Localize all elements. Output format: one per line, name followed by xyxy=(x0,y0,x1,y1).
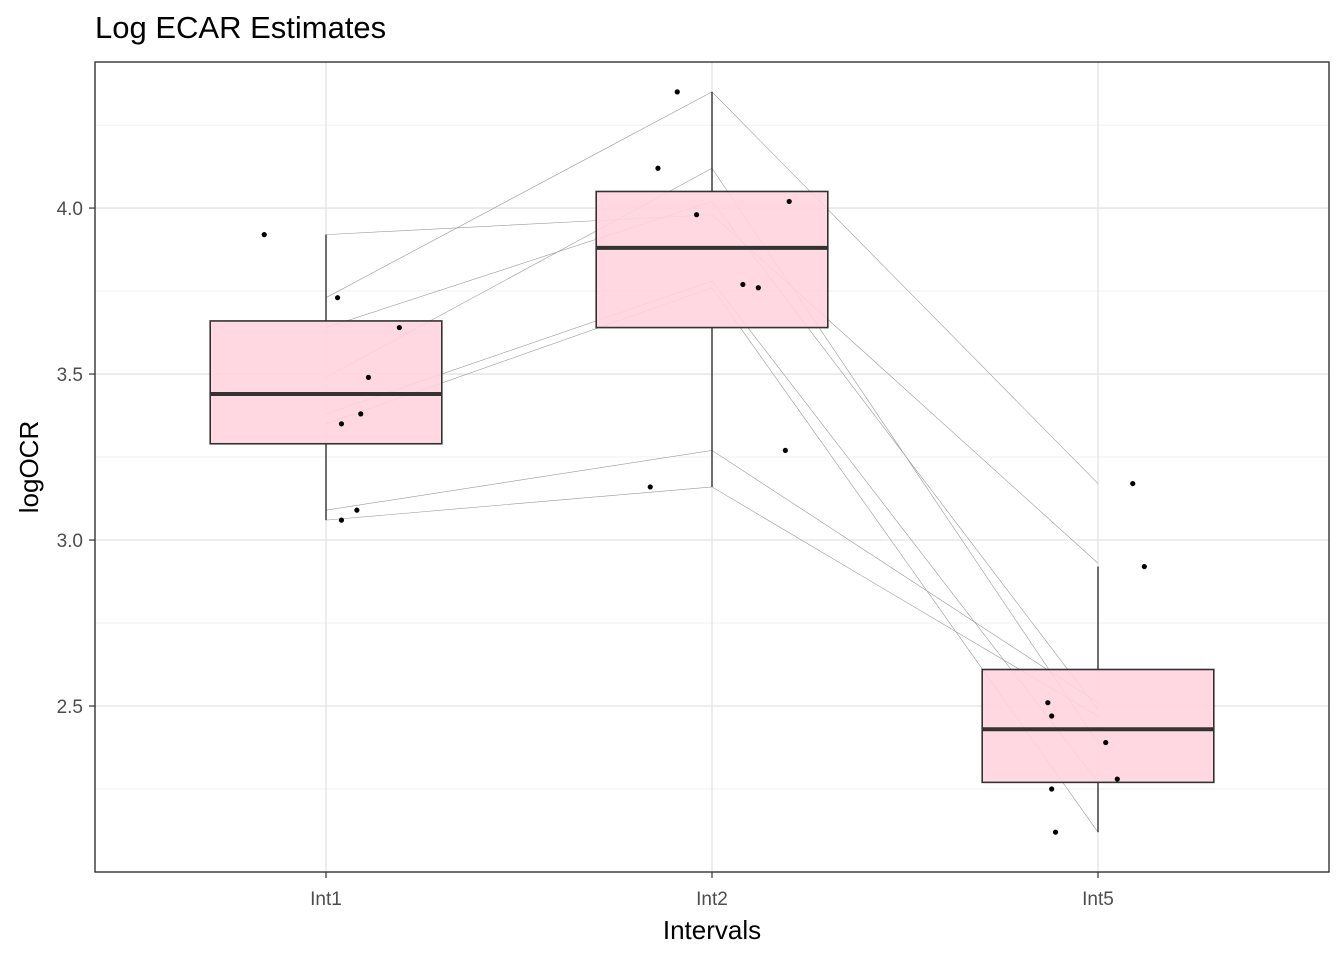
data-point xyxy=(334,295,341,301)
data-point xyxy=(1045,700,1051,706)
boxes xyxy=(209,91,1215,833)
jitter-points xyxy=(261,89,1147,835)
data-point xyxy=(755,285,761,291)
x-tick-label: Int1 xyxy=(310,889,342,910)
data-point xyxy=(1049,713,1055,719)
box-Int2 xyxy=(595,190,829,329)
x-tick-label: Int5 xyxy=(1082,889,1114,910)
data-point xyxy=(674,89,680,95)
data-point xyxy=(1049,786,1055,792)
data-point xyxy=(338,517,345,523)
chart-title: Log ECAR Estimates xyxy=(95,10,387,45)
data-point xyxy=(647,484,653,490)
data-point xyxy=(261,232,267,238)
y-tick-label: 2.5 xyxy=(57,697,83,718)
data-point xyxy=(1130,480,1136,487)
data-point xyxy=(396,324,402,331)
data-point xyxy=(358,411,364,417)
box-Int1 xyxy=(209,320,443,445)
data-point xyxy=(354,507,360,513)
y-tick-label: 3.0 xyxy=(57,531,83,552)
x-axis: Int1 Int2 Int5 xyxy=(310,872,1114,910)
data-point xyxy=(1114,776,1120,782)
data-point xyxy=(782,447,788,454)
y-tick-label: 3.5 xyxy=(57,365,83,386)
data-point xyxy=(1103,739,1109,746)
data-point xyxy=(365,374,372,380)
y-axis-title: logOCR xyxy=(14,421,44,513)
data-point xyxy=(693,212,700,218)
y-axis: 2.5 3.0 3.5 4.0 xyxy=(57,199,95,718)
x-axis-title: Intervals xyxy=(663,915,761,945)
data-point xyxy=(1141,563,1147,570)
data-point xyxy=(786,198,792,205)
y-tick-label: 4.0 xyxy=(57,199,83,220)
box-Int5 xyxy=(981,668,1215,784)
data-point xyxy=(1052,829,1059,835)
x-tick-label: Int2 xyxy=(696,889,728,910)
data-point xyxy=(740,281,746,288)
data-point xyxy=(655,165,661,171)
data-point xyxy=(338,421,345,427)
